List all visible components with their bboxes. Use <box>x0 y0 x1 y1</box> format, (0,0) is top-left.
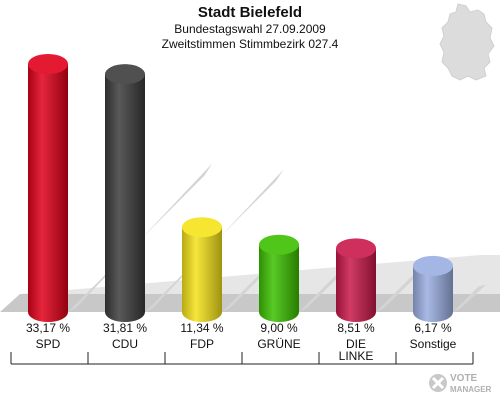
bar-grüne <box>259 244 299 322</box>
bar-shadow <box>453 284 487 312</box>
chart-title: Stadt Bielefeld <box>197 4 303 21</box>
germany-map-icon <box>439 3 495 81</box>
chart-subtitle-election: Bundestagswahl 27.09.2009 <box>174 22 326 36</box>
category-label: LINKE <box>339 349 374 363</box>
bar-shadow <box>376 273 419 312</box>
bar-spd <box>28 64 68 322</box>
bar-shadow <box>299 271 345 312</box>
category-label: SPD <box>36 337 61 351</box>
chart-subtitle-district: Zweitstimmen Stimmbezirk 027.4 <box>161 37 339 51</box>
category-label: GRÜNE <box>257 337 300 351</box>
value-label: 31,81 % <box>103 321 147 335</box>
bar-cap <box>336 238 376 259</box>
logo-text-vote: VOTE <box>450 373 478 384</box>
value-label: 9,00 % <box>260 321 298 335</box>
value-label: 33,17 % <box>26 321 70 335</box>
bar-cap <box>182 217 222 238</box>
bar-sonstige <box>413 265 453 322</box>
bar-cap <box>413 255 453 276</box>
bar-fdp <box>182 227 222 322</box>
category-label: DIE <box>346 337 366 351</box>
vote-manager-logo: VOTE MANAGER <box>429 373 492 394</box>
category-label: FDP <box>190 337 214 351</box>
category-label: Sonstige <box>410 337 457 351</box>
chart-header: Stadt Bielefeld Bundestagswahl 27.09.200… <box>0 4 500 52</box>
bar-cap <box>28 54 68 74</box>
bar-cap <box>105 64 145 85</box>
bar-die-linke <box>336 248 376 322</box>
checkmark-x-icon <box>429 374 447 392</box>
value-label: 6,17 % <box>414 321 452 335</box>
category-label: CDU <box>112 337 138 351</box>
value-label: 11,34 % <box>180 321 223 335</box>
bar-cdu <box>105 74 145 323</box>
logo-text-manager: MANAGER <box>450 385 492 394</box>
value-label: 8,51 % <box>337 321 375 335</box>
bar-cap <box>259 234 299 255</box>
